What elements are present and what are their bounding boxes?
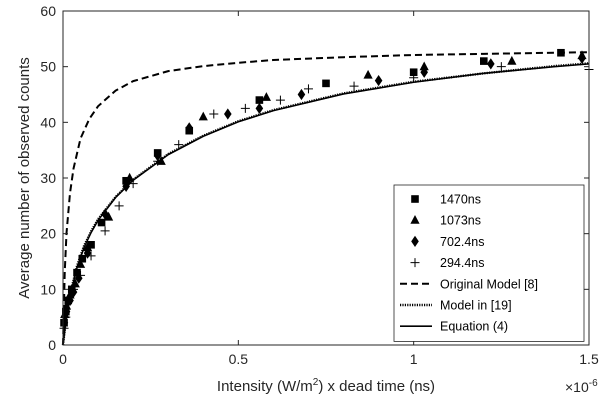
data-point-702-4ns — [374, 74, 383, 87]
y-tick-label: 30 — [40, 170, 56, 186]
axis-ticks: 0 0.5 1 1.5 0 10 20 30 40 50 60 — [40, 3, 599, 367]
data-point-1470ns — [480, 57, 488, 65]
y-tick-label: 0 — [48, 337, 56, 353]
data-point-294-4ns — [86, 251, 96, 261]
data-point-294-4ns — [275, 95, 285, 105]
x-axis-label-superscript: 2 — [313, 377, 319, 388]
data-point-1470ns — [87, 241, 95, 249]
x-axis-multiplier: ×10-6 — [565, 378, 598, 395]
data-point-294-4ns — [240, 103, 250, 113]
y-tick-label: 10 — [40, 281, 56, 297]
data-point-1073ns — [507, 55, 517, 65]
legend-item-model-in-19: Model in [19] — [400, 299, 512, 313]
data-point-1470ns — [78, 254, 87, 263]
y-axis-label: Average number of observed counts — [16, 57, 33, 299]
legend-label: Original Model [8] — [440, 277, 538, 291]
data-point-702-4ns — [101, 208, 109, 220]
data-point-1073ns — [363, 69, 373, 79]
legend-label: Model in [19] — [440, 299, 512, 313]
data-point-1470ns — [97, 218, 106, 227]
model-curves — [61, 51, 590, 346]
data-point-294-4ns — [303, 84, 313, 94]
legend-item-equation-4: Equation (4) — [400, 320, 508, 334]
legend-marker-1470ns — [411, 195, 419, 203]
data-point-294-4ns — [76, 270, 86, 280]
data-point-294-4ns — [153, 156, 163, 166]
curve-equation-4 — [62, 63, 590, 346]
data-point-702-4ns — [578, 52, 586, 64]
x-tick-label: 1 — [410, 351, 418, 367]
data-point-294-4ns — [349, 81, 359, 91]
y-tick-label: 50 — [40, 59, 56, 75]
legend-item-702-4ns: 702.4ns — [411, 235, 484, 249]
y-tick-label: 40 — [40, 114, 56, 130]
data-point-702-4ns — [224, 108, 232, 120]
data-point-702-4ns — [185, 122, 194, 134]
data-point-1470ns — [73, 268, 81, 277]
legend-marker-1073ns — [410, 215, 420, 224]
data-point-1470ns — [409, 68, 418, 77]
legend-item-1073ns: 1073ns — [410, 214, 481, 228]
data-point-294-4ns — [100, 226, 110, 236]
y-tick-label: 60 — [40, 3, 56, 19]
data-point-1073ns — [103, 211, 114, 221]
data-point-702-4ns — [487, 58, 495, 70]
x-axis-label-suffix: ) x dead time (ns) — [318, 378, 435, 395]
legend-label: 1073ns — [440, 214, 481, 228]
x-axis-label: Intensity (W/m2) x dead time (ns) — [217, 377, 435, 395]
legend-label: Equation (4) — [440, 320, 508, 334]
legend: 1470ns 1073ns 702.4ns 294.4ns Original Model… — [393, 184, 585, 342]
legend-item-original-model-8: Original Model [8] — [400, 277, 538, 291]
legend-label: 1470ns — [440, 193, 481, 207]
legend-label: 294.4ns — [440, 256, 484, 270]
data-point-702-4ns — [74, 272, 83, 284]
data-point-1073ns — [419, 61, 429, 71]
curve-original-model-8 — [62, 51, 590, 346]
data-point-294-4ns — [496, 62, 506, 72]
data-point-1073ns — [125, 172, 135, 182]
x-tick-label: 0 — [59, 351, 67, 367]
x-tick-label: 1.5 — [579, 351, 599, 367]
legend-label: 702.4ns — [440, 235, 484, 249]
legend-items: 1470ns 1073ns 702.4ns 294.4ns Original Model… — [400, 193, 538, 334]
data-point-1073ns — [82, 242, 93, 252]
data-point-702-4ns — [297, 88, 306, 101]
legend-box — [393, 184, 585, 342]
x-axis-label-prefix: Intensity (W/m — [217, 378, 313, 395]
legend-marker-702-4ns — [411, 235, 419, 247]
data-point-294-4ns — [209, 109, 219, 119]
legend-item-294-4ns: 294.4ns — [410, 256, 484, 270]
x-tick-label: 0.5 — [229, 351, 249, 367]
data-point-702-4ns — [153, 150, 162, 162]
x-axis-multiplier-exponent: -6 — [589, 378, 598, 389]
y-tick-label: 20 — [40, 226, 56, 242]
legend-marker-294-4ns — [410, 258, 420, 268]
x-axis-multiplier-base: ×10 — [565, 379, 589, 395]
legend-item-1470ns: 1470ns — [411, 193, 481, 207]
data-point-702-4ns — [255, 102, 264, 115]
data-point-1470ns — [255, 96, 264, 104]
data-point-702-4ns — [420, 66, 428, 78]
data-point-1073ns — [261, 92, 271, 101]
data-point-1073ns — [198, 111, 208, 121]
data-point-1470ns — [322, 79, 330, 88]
data-point-294-4ns — [114, 201, 124, 211]
